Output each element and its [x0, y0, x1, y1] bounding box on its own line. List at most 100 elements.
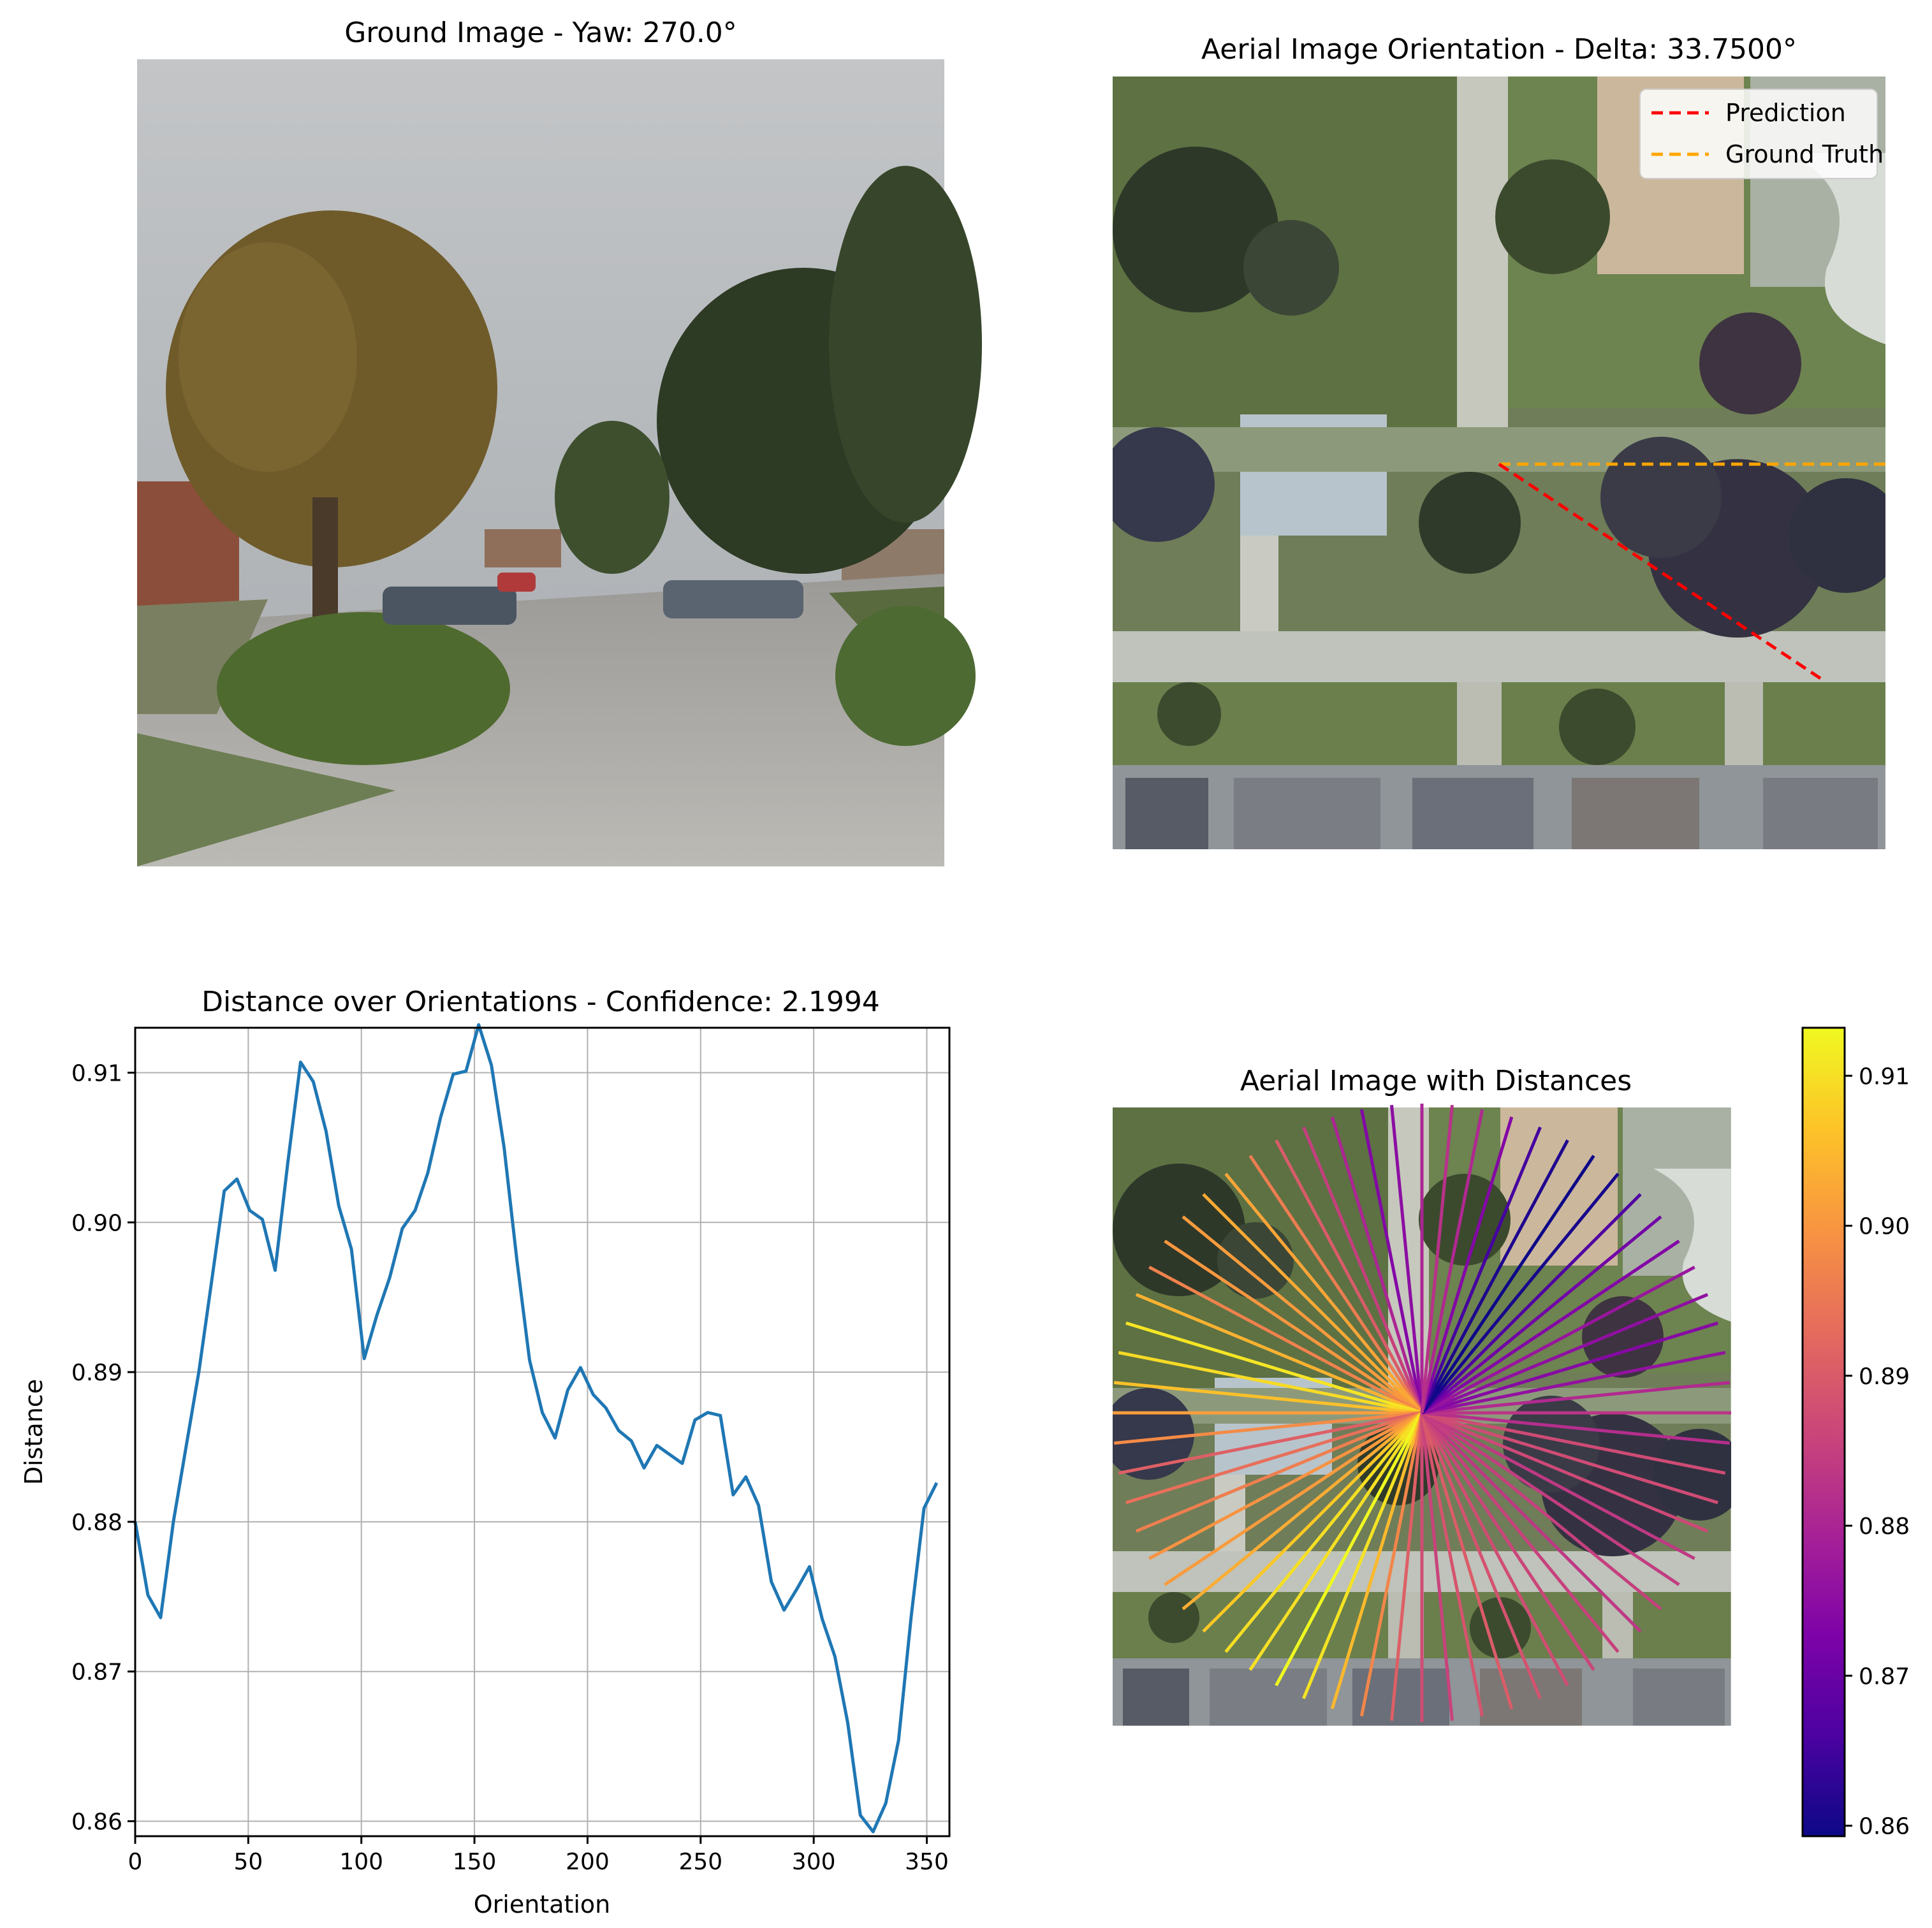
radial-line	[1421, 1350, 1726, 1415]
radial-line	[1420, 1139, 1569, 1414]
radial-line	[1421, 1412, 1642, 1633]
radial-line	[1224, 1172, 1423, 1414]
colorbar-gradient	[1801, 1026, 1846, 1837]
radial-line	[1420, 1155, 1595, 1414]
radial-line	[1202, 1193, 1423, 1414]
y-axis-ticks: 0.86 0.87 0.88 0.89 0.90 0.91	[71, 1060, 135, 1836]
radial-line	[1421, 1411, 1695, 1560]
radial-distance-lines	[1113, 1104, 1731, 1722]
radial-line	[1202, 1412, 1423, 1633]
aerial-orientation-title: Aerial Image Orientation - Delta: 33.750…	[1201, 33, 1797, 66]
y-tick-label: 0.91	[71, 1060, 122, 1086]
distance-chart-title: Distance over Orientations - Confidence:…	[201, 986, 880, 1018]
radial-line	[1359, 1412, 1424, 1717]
radial-line	[1359, 1109, 1424, 1413]
y-tick-label: 0.88	[71, 1510, 122, 1536]
prediction-line	[1498, 462, 1822, 680]
radial-line	[1164, 1239, 1423, 1415]
radial-line	[1302, 1412, 1424, 1700]
x-axis-label: Orientation	[474, 1890, 611, 1918]
radial-line	[1390, 1412, 1424, 1721]
y-tick-label: 0.86	[71, 1809, 122, 1836]
x-tick-label: 200	[566, 1849, 610, 1875]
radial-line	[1182, 1412, 1423, 1610]
colorbar-ticks: 0.86 0.87 0.88 0.89 0.90 0.91	[1845, 1063, 1910, 1840]
radial-line	[1421, 1381, 1730, 1415]
legend-label-ground-truth: Ground Truth	[1725, 140, 1884, 168]
radial-line	[1421, 1172, 1620, 1414]
y-axis-label: Distance	[20, 1379, 48, 1485]
colorbar-tick-label: 0.89	[1859, 1364, 1910, 1390]
radial-line	[1135, 1411, 1423, 1533]
y-tick-label: 0.87	[71, 1660, 122, 1686]
plot-background	[135, 1028, 949, 1836]
radial-line	[1421, 1411, 1709, 1533]
x-tick-label: 100	[339, 1849, 383, 1875]
radial-line	[1420, 1412, 1514, 1709]
radial-line	[1275, 1412, 1424, 1686]
radial-line	[1421, 1321, 1718, 1415]
ground-image-title: Ground Image - Yaw: 270.0°	[344, 17, 737, 49]
radial-line	[1125, 1411, 1423, 1505]
radial-line	[1182, 1215, 1423, 1414]
radial-line	[1420, 1412, 1454, 1721]
radial-line	[1148, 1411, 1423, 1560]
distance-series-line	[133, 1023, 939, 1834]
radial-line	[1420, 1126, 1542, 1413]
plot-frame	[134, 1026, 951, 1837]
x-tick-label: 300	[792, 1849, 836, 1875]
x-tick-label: 350	[905, 1849, 949, 1875]
radial-line	[1148, 1266, 1423, 1415]
radial-line	[1421, 1266, 1695, 1415]
colorbar-tick-label: 0.91	[1859, 1063, 1910, 1090]
radial-line	[1330, 1412, 1424, 1709]
distance-chart: Distance over Orientations - Confidence:…	[20, 986, 951, 1918]
y-tick-label: 0.90	[71, 1210, 122, 1236]
radial-line	[1114, 1411, 1423, 1445]
legend-label-prediction: Prediction	[1725, 99, 1846, 127]
radial-line	[1421, 1239, 1680, 1415]
radial-line	[1420, 1116, 1514, 1413]
radial-line	[1420, 1105, 1454, 1413]
radial-line	[1421, 1215, 1662, 1414]
radial-line	[1164, 1411, 1423, 1586]
radial-line	[1420, 1412, 1569, 1686]
colorbar: 0.86 0.87 0.88 0.89 0.90 0.91	[1801, 1026, 1910, 1840]
radial-line	[1125, 1321, 1423, 1415]
x-axis-ticks: 0 50 100 150 200 250 300 350	[128, 1836, 949, 1875]
x-tick-label: 250	[678, 1849, 722, 1875]
radial-line	[1248, 1155, 1424, 1414]
radial-line	[1421, 1411, 1730, 1445]
colorbar-tick-label: 0.88	[1859, 1514, 1910, 1540]
radial-line	[1302, 1126, 1424, 1413]
radial-line	[1420, 1109, 1484, 1413]
ground-street-photo	[137, 59, 982, 866]
x-tick-label: 0	[128, 1849, 143, 1875]
radial-line	[1421, 1412, 1662, 1610]
radial-line	[1390, 1105, 1424, 1413]
radial-line	[1421, 1293, 1709, 1415]
x-tick-label: 50	[233, 1849, 263, 1875]
y-tick-label: 0.89	[71, 1360, 122, 1386]
radial-line	[1118, 1350, 1423, 1415]
radial-line	[1114, 1381, 1423, 1415]
radial-line	[1421, 1411, 1718, 1505]
radial-line	[1421, 1193, 1642, 1414]
radial-line	[1421, 1411, 1726, 1475]
aerial-orientation-panel: Aerial Image Orientation - Delta: 33.750…	[1113, 33, 1885, 849]
radial-line	[1224, 1412, 1423, 1653]
radial-line	[1421, 1411, 1680, 1586]
radial-line	[1420, 1412, 1542, 1700]
colorbar-tick-label: 0.87	[1859, 1663, 1910, 1690]
radial-distance-panel: Aerial Image with Distances	[1113, 1065, 1731, 1726]
radial-line	[1421, 1412, 1620, 1653]
radial-line	[1118, 1411, 1423, 1475]
colorbar-tick-label: 0.86	[1859, 1814, 1910, 1840]
radial-panel-title: Aerial Image with Distances	[1240, 1065, 1632, 1097]
legend: Prediction Ground Truth	[1639, 89, 1884, 179]
radial-line	[1420, 1412, 1484, 1717]
x-tick-label: 150	[453, 1849, 497, 1875]
radial-line	[1330, 1116, 1424, 1413]
ground-image-panel: Ground Image - Yaw: 270.0°	[137, 17, 982, 866]
